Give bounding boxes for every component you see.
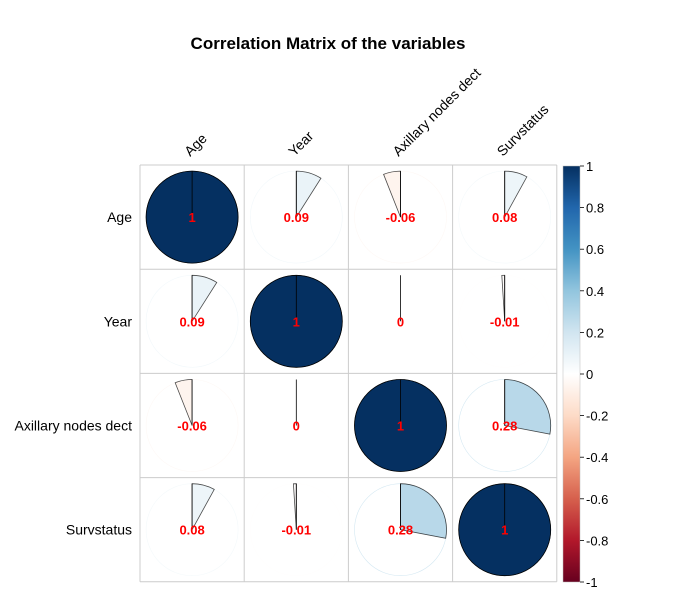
value-label: -0.01 bbox=[490, 314, 520, 329]
value-label: 0 bbox=[293, 419, 300, 434]
chart-title: Correlation Matrix of the variables bbox=[191, 34, 466, 53]
matrix-cell: -0.01 bbox=[249, 483, 343, 577]
column-label: Age bbox=[181, 130, 210, 159]
value-label: 1 bbox=[188, 210, 195, 225]
matrix-cell: 0.08 bbox=[145, 483, 239, 577]
matrix-cell: 0.09 bbox=[145, 274, 239, 368]
column-label: Axillary nodes dect bbox=[389, 65, 483, 159]
value-label: -0.06 bbox=[386, 210, 416, 225]
matrix-cell: 1 bbox=[354, 379, 447, 472]
matrix-cell: 1 bbox=[145, 170, 239, 264]
matrix-cell: 0.28 bbox=[354, 483, 447, 577]
matrix-cell: 0 bbox=[249, 379, 343, 472]
matrix-cell: 0.09 bbox=[249, 170, 343, 264]
colorbar-tick-label: 0.6 bbox=[586, 242, 604, 257]
value-label: 0.09 bbox=[179, 314, 204, 329]
value-label: 0.09 bbox=[284, 210, 309, 225]
colorbar-tick-label: -0.8 bbox=[586, 533, 608, 548]
value-label: 0.28 bbox=[388, 523, 413, 538]
colorbar-gradient bbox=[562, 165, 581, 583]
colorbar-tick-label: -0.6 bbox=[586, 492, 608, 507]
value-label: 1 bbox=[293, 314, 300, 329]
value-label: 0.08 bbox=[179, 523, 204, 538]
colorbar-tick-label: 0.4 bbox=[586, 284, 604, 299]
colorbar-tick-label: -0.2 bbox=[586, 409, 608, 424]
matrix-cell: 0 bbox=[354, 274, 447, 368]
colorbar-tick-label: 0 bbox=[586, 367, 593, 382]
value-label: 0 bbox=[397, 314, 404, 329]
value-label: -0.06 bbox=[177, 419, 207, 434]
colorbar-tick-label: 1 bbox=[586, 159, 593, 174]
colorbar-tick-label: 0.2 bbox=[586, 325, 604, 340]
colorbar-tick-label: 0.8 bbox=[586, 201, 604, 216]
value-label: -0.01 bbox=[281, 523, 311, 538]
row-label: Year bbox=[104, 313, 133, 329]
colorbar-tick-label: -1 bbox=[586, 575, 598, 590]
pie-slice bbox=[504, 379, 552, 435]
matrix-cell: 1 bbox=[249, 274, 343, 368]
matrix-cell: 0.08 bbox=[458, 170, 552, 264]
value-label: 0.08 bbox=[492, 210, 517, 225]
colorbar-tick-label: -0.4 bbox=[586, 450, 608, 465]
matrix-cell: -0.01 bbox=[458, 274, 552, 368]
matrix-cell: -0.06 bbox=[145, 379, 239, 472]
matrix-grid bbox=[139, 164, 558, 583]
value-label: 1 bbox=[397, 419, 404, 434]
row-label: Axillary nodes dect bbox=[14, 418, 132, 434]
value-label: 1 bbox=[501, 523, 508, 538]
row-label: Survstatus bbox=[66, 522, 132, 538]
matrix-cell: 1 bbox=[458, 483, 552, 577]
pie-slice bbox=[400, 483, 447, 539]
row-label: Age bbox=[107, 209, 132, 225]
colorbar: 1 0.8 0.6 0.4 0.2 0 -0.2 -0.4 -0.6 -0.8 -1 bbox=[562, 159, 608, 590]
matrix-cell: -0.06 bbox=[354, 170, 447, 264]
column-label: Year bbox=[285, 128, 317, 160]
column-label: Survstatus bbox=[494, 101, 552, 159]
matrix-cell: 0.28 bbox=[458, 379, 552, 472]
matrix-cells: 1 0.09 -0.06 0.08 0.09 1 0 -0.01 -0.06 0 1 0.28 0.08… bbox=[145, 170, 552, 577]
value-label: 0.28 bbox=[492, 419, 517, 434]
